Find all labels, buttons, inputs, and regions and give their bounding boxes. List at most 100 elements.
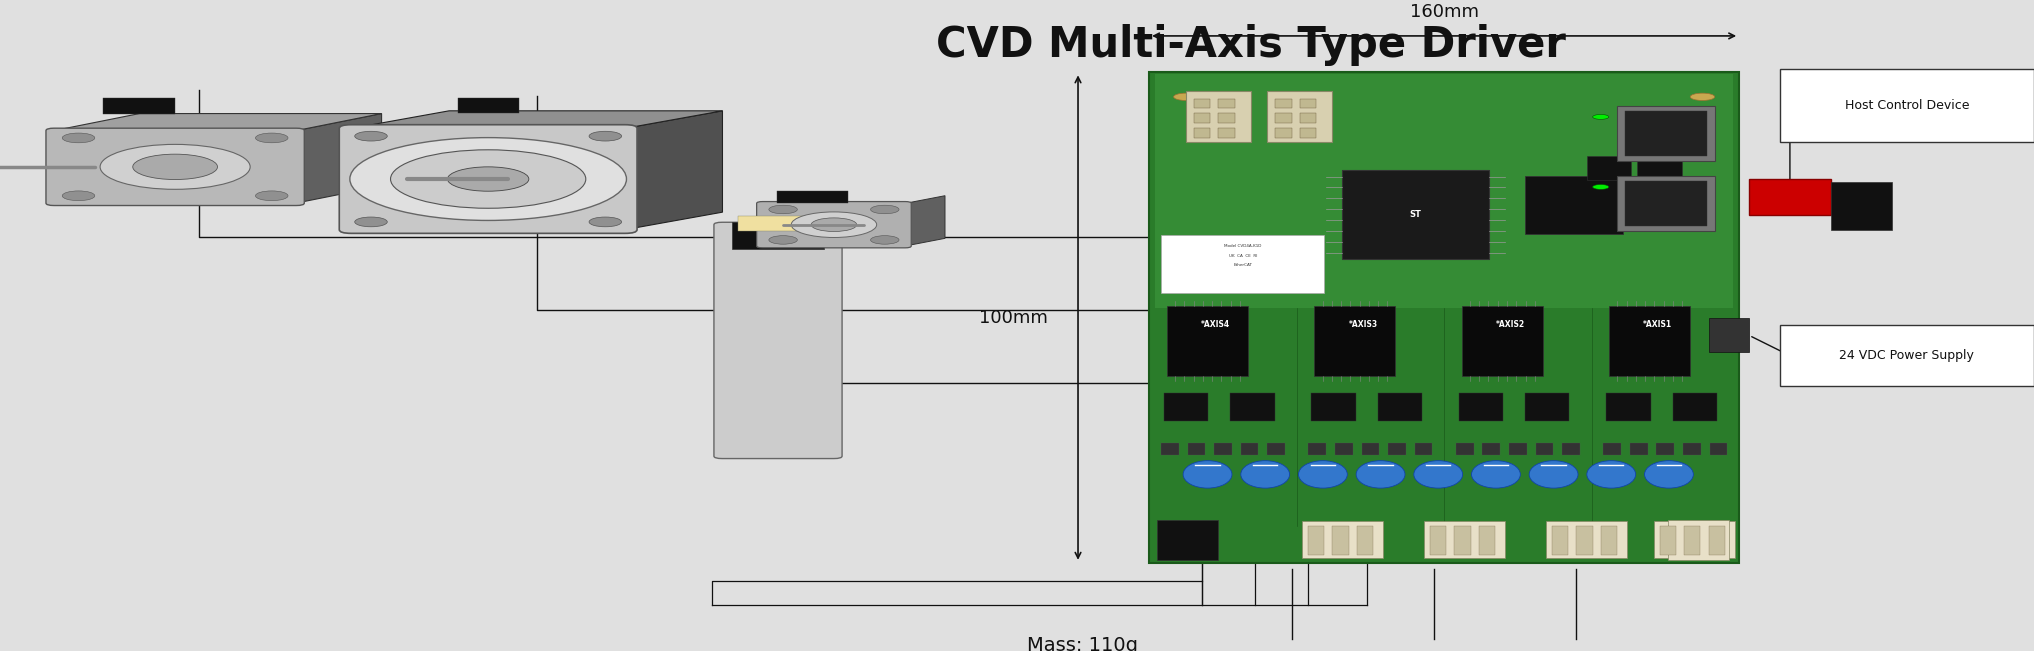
Bar — [1342, 171, 1489, 258]
Bar — [1617, 176, 1715, 231]
Text: *AXIS2: *AXIS2 — [1495, 320, 1526, 329]
Ellipse shape — [447, 167, 529, 191]
Bar — [1625, 181, 1707, 226]
Bar — [1267, 90, 1332, 143]
Bar — [1416, 443, 1432, 455]
Bar — [1387, 443, 1405, 455]
Circle shape — [63, 191, 96, 201]
Ellipse shape — [1298, 461, 1347, 488]
Bar — [1587, 156, 1631, 180]
Bar — [1660, 526, 1676, 555]
Circle shape — [256, 191, 289, 201]
Ellipse shape — [391, 150, 586, 208]
Bar — [1334, 443, 1353, 455]
Bar — [1454, 526, 1471, 555]
Bar — [1312, 393, 1355, 421]
Bar — [1672, 393, 1717, 421]
Bar — [1562, 443, 1580, 455]
Bar — [1300, 113, 1316, 123]
Bar — [1163, 393, 1208, 421]
Bar — [1186, 90, 1251, 143]
Text: Model CVD4A-K1D: Model CVD4A-K1D — [1224, 244, 1261, 249]
Circle shape — [871, 236, 899, 244]
Bar — [1483, 443, 1501, 455]
Bar — [1625, 111, 1707, 156]
Bar — [1601, 526, 1617, 555]
Bar — [1155, 74, 1733, 308]
Bar — [1668, 520, 1729, 560]
Bar — [1214, 443, 1233, 455]
Bar — [1300, 99, 1316, 108]
Bar — [1361, 443, 1379, 455]
Bar — [1656, 443, 1674, 455]
Bar — [1168, 307, 1249, 376]
Text: Mass: 110g: Mass: 110g — [1027, 636, 1139, 651]
Bar — [1479, 526, 1495, 555]
FancyBboxPatch shape — [757, 202, 911, 248]
Text: 100mm: 100mm — [978, 309, 1048, 327]
Bar — [1241, 443, 1259, 455]
Bar — [1617, 106, 1715, 161]
Bar — [1637, 156, 1682, 180]
Bar — [1458, 393, 1503, 421]
Bar — [1149, 72, 1739, 562]
Ellipse shape — [1184, 461, 1233, 488]
Bar — [1709, 526, 1725, 555]
Bar — [738, 215, 818, 231]
FancyBboxPatch shape — [714, 222, 842, 458]
Circle shape — [1593, 184, 1609, 189]
Bar — [1526, 393, 1570, 421]
Bar — [1314, 307, 1395, 376]
Polygon shape — [624, 111, 722, 230]
Circle shape — [354, 132, 386, 141]
Bar — [1308, 526, 1324, 555]
Bar — [458, 98, 519, 113]
Polygon shape — [352, 111, 722, 128]
Circle shape — [590, 217, 622, 227]
Circle shape — [1690, 93, 1715, 100]
Circle shape — [354, 217, 386, 227]
Text: Host Control Device: Host Control Device — [1845, 100, 1969, 113]
Circle shape — [1174, 93, 1198, 100]
Ellipse shape — [132, 154, 218, 180]
Bar — [1509, 443, 1528, 455]
Bar — [1302, 521, 1383, 558]
Ellipse shape — [1471, 461, 1519, 488]
Circle shape — [1690, 534, 1715, 542]
Circle shape — [256, 133, 289, 143]
Bar — [1308, 443, 1326, 455]
Text: UK  CA  CE  RI: UK CA CE RI — [1229, 253, 1257, 258]
Bar — [1194, 113, 1210, 123]
Circle shape — [769, 205, 797, 214]
Text: 24 VDC Power Supply: 24 VDC Power Supply — [1839, 349, 1975, 362]
Text: CVD Multi-Axis Type Driver: CVD Multi-Axis Type Driver — [936, 23, 1566, 66]
Ellipse shape — [1241, 461, 1290, 488]
Bar — [1654, 521, 1735, 558]
Bar — [777, 191, 848, 203]
Bar — [1275, 113, 1292, 123]
FancyBboxPatch shape — [1780, 70, 2034, 143]
Polygon shape — [55, 113, 382, 131]
Bar — [1576, 526, 1593, 555]
Bar — [1749, 179, 1831, 215]
FancyBboxPatch shape — [47, 128, 305, 206]
Bar — [1603, 443, 1621, 455]
Text: EtherCAT: EtherCAT — [1233, 262, 1253, 267]
Circle shape — [769, 236, 797, 244]
Bar — [732, 221, 824, 249]
Bar — [1462, 307, 1544, 376]
Bar — [1157, 520, 1218, 560]
Bar — [1377, 393, 1422, 421]
Bar — [1161, 443, 1180, 455]
Bar — [1609, 307, 1690, 376]
Polygon shape — [297, 113, 382, 203]
Ellipse shape — [350, 137, 626, 221]
Ellipse shape — [1357, 461, 1405, 488]
Bar — [1275, 128, 1292, 137]
Bar — [1218, 113, 1235, 123]
Bar — [1831, 182, 1892, 230]
Bar — [1218, 128, 1235, 137]
Bar — [1709, 443, 1727, 455]
Bar — [1231, 393, 1275, 421]
Ellipse shape — [812, 218, 856, 232]
